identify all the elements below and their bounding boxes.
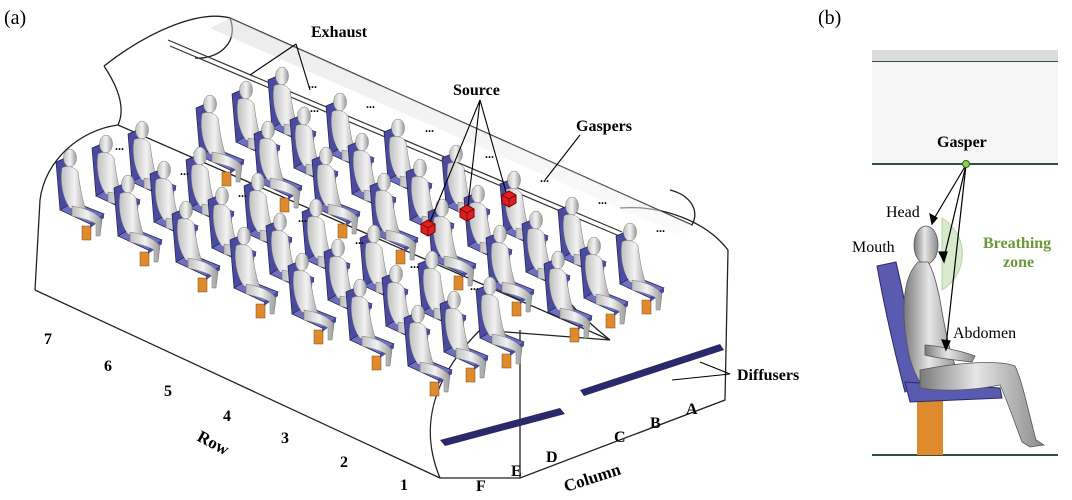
panel-b-tag: (b) xyxy=(818,7,841,29)
seat-with-passenger xyxy=(55,148,105,241)
row-number: 2 xyxy=(340,454,348,471)
ellipsis-markers: ........................................… xyxy=(115,77,665,293)
row-number: 3 xyxy=(281,430,289,447)
seat-with-passenger xyxy=(475,276,525,369)
gasper-dot xyxy=(962,160,970,168)
ellipsis-marker: ... xyxy=(308,77,317,91)
source-cube xyxy=(501,190,517,208)
seat-with-passenger xyxy=(543,250,593,343)
ellipsis-marker: ... xyxy=(598,193,607,207)
breathing-zone-label-1: Breathing xyxy=(983,235,1051,252)
column-letters: F E D C B A xyxy=(476,401,698,495)
ceiling-band xyxy=(210,18,692,235)
ellipsis-marker: ... xyxy=(470,279,479,293)
row-number: 4 xyxy=(223,408,231,425)
seat-with-passenger xyxy=(579,236,629,329)
ellipsis-marker: ... xyxy=(115,139,124,153)
seat-with-passenger xyxy=(345,278,395,371)
mannequin-b xyxy=(903,225,1046,448)
row-number: 7 xyxy=(44,331,52,348)
seat-with-passenger xyxy=(171,200,221,293)
ellipsis-marker: ... xyxy=(410,257,419,271)
source-cubes xyxy=(420,190,517,237)
source-cube xyxy=(420,219,436,237)
column-letter: F xyxy=(476,478,486,495)
column-letter: D xyxy=(546,449,558,466)
seat-with-passenger xyxy=(287,252,337,345)
gaspers-label: Gaspers xyxy=(576,118,632,135)
seat-with-passenger xyxy=(485,224,535,317)
ellipsis-marker: ... xyxy=(180,164,189,178)
column-letter: C xyxy=(614,429,626,446)
ellipsis-marker: ... xyxy=(310,101,319,115)
column-letter: B xyxy=(650,415,661,432)
head-label: Head xyxy=(886,204,920,221)
exhaust-label: Exhaust xyxy=(311,24,368,41)
seat-with-passenger xyxy=(195,94,245,187)
seat-with-passenger xyxy=(229,226,279,319)
panel-b: (b) Gaspe xyxy=(818,7,1058,456)
abdomen-label: Abdomen xyxy=(953,325,1016,342)
diffuser-strip xyxy=(440,344,724,446)
gasper-jets xyxy=(929,164,967,352)
ceiling-panel xyxy=(872,62,1058,164)
callout-lines xyxy=(249,43,731,381)
column-letter: A xyxy=(686,401,698,418)
seat-with-passenger xyxy=(615,222,665,315)
ellipsis-marker: ... xyxy=(485,147,494,161)
ceiling-band-b xyxy=(872,50,1058,62)
ellipsis-marker: ... xyxy=(238,186,247,200)
seat-leg xyxy=(917,398,943,455)
row-number: 5 xyxy=(164,383,172,400)
seat-with-passenger xyxy=(439,290,489,383)
seat-with-passenger xyxy=(311,146,361,239)
source-cube xyxy=(459,204,475,222)
ellipsis-marker: ... xyxy=(355,233,364,247)
row-number: 6 xyxy=(104,358,112,375)
ellipsis-marker: ... xyxy=(656,221,665,235)
ellipsis-marker: ... xyxy=(540,171,549,185)
breathing-zone-label-2: zone xyxy=(1003,254,1034,271)
diffusers-label: Diffusers xyxy=(737,367,799,384)
seat-with-passenger xyxy=(427,198,477,291)
panel-a-tag: (a) xyxy=(4,7,26,29)
seat-with-passenger xyxy=(253,120,303,213)
mouth-label: Mouth xyxy=(852,239,895,256)
panel-a: (a) ....................................… xyxy=(4,7,799,496)
ellipsis-marker: ... xyxy=(425,121,434,135)
column-axis-label: Column xyxy=(561,459,623,495)
row-axis-label: Row xyxy=(194,427,233,460)
row-numbers: 7 6 5 4 3 2 1 xyxy=(44,331,408,494)
seat-with-passenger xyxy=(113,174,163,267)
gasper-label: Gasper xyxy=(937,134,987,151)
seat-with-passenger xyxy=(369,172,419,265)
ellipsis-marker: ... xyxy=(298,211,307,225)
row-number: 1 xyxy=(400,477,408,494)
ellipsis-marker: ... xyxy=(366,97,375,111)
source-label: Source xyxy=(453,82,500,99)
seat-with-passenger xyxy=(403,304,453,397)
column-letter: E xyxy=(511,463,522,480)
